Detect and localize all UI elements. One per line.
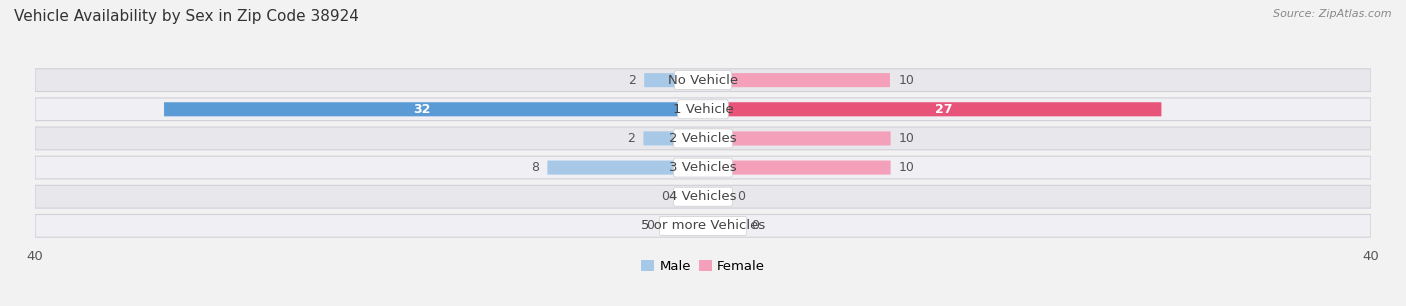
Text: 0: 0 [751,219,759,232]
Text: 3 Vehicles: 3 Vehicles [669,161,737,174]
FancyBboxPatch shape [731,161,890,175]
FancyBboxPatch shape [35,185,1371,208]
Text: Vehicle Availability by Sex in Zip Code 38924: Vehicle Availability by Sex in Zip Code … [14,9,359,24]
FancyBboxPatch shape [731,131,890,145]
FancyBboxPatch shape [673,187,733,206]
FancyBboxPatch shape [35,156,1371,179]
FancyBboxPatch shape [675,71,731,90]
Text: 32: 32 [413,103,430,116]
Text: 10: 10 [898,161,915,174]
Text: 10: 10 [898,74,914,87]
Text: 1 Vehicle: 1 Vehicle [672,103,734,116]
FancyBboxPatch shape [673,158,733,177]
Text: 5 or more Vehicles: 5 or more Vehicles [641,219,765,232]
FancyBboxPatch shape [678,100,728,119]
FancyBboxPatch shape [730,73,890,87]
Text: 0: 0 [647,219,655,232]
Text: 10: 10 [898,132,915,145]
FancyBboxPatch shape [659,216,747,235]
Legend: Male, Female: Male, Female [636,255,770,278]
Text: 2 Vehicles: 2 Vehicles [669,132,737,145]
FancyBboxPatch shape [547,161,675,175]
Text: 0: 0 [737,190,745,203]
FancyBboxPatch shape [35,215,1371,237]
Text: 2: 2 [628,74,636,87]
Text: 8: 8 [531,161,538,174]
FancyBboxPatch shape [644,73,676,87]
Text: 27: 27 [935,103,953,116]
Text: 4 Vehicles: 4 Vehicles [669,190,737,203]
Text: No Vehicle: No Vehicle [668,74,738,87]
FancyBboxPatch shape [35,98,1371,121]
Text: 2: 2 [627,132,636,145]
FancyBboxPatch shape [673,129,733,148]
Text: Source: ZipAtlas.com: Source: ZipAtlas.com [1274,9,1392,19]
FancyBboxPatch shape [35,127,1371,150]
FancyBboxPatch shape [727,102,1161,116]
FancyBboxPatch shape [165,102,679,116]
Text: 0: 0 [661,190,669,203]
FancyBboxPatch shape [644,131,675,145]
FancyBboxPatch shape [35,69,1371,91]
